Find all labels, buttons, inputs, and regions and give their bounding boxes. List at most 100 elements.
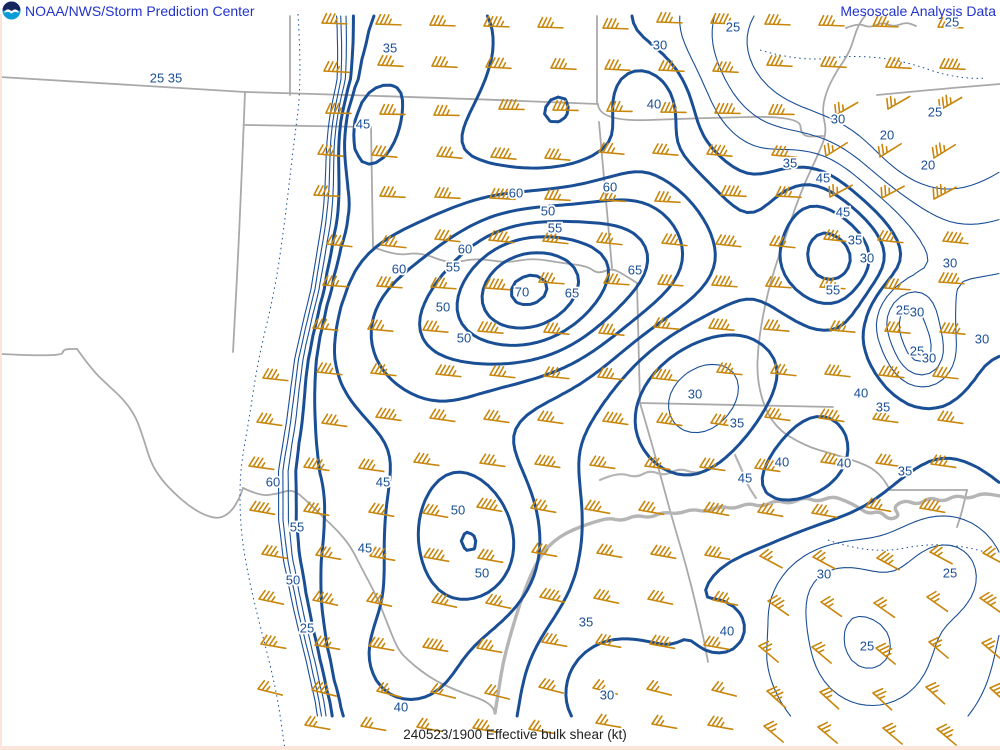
contour-label: 25 xyxy=(896,303,910,318)
wind-barb-icon xyxy=(550,57,577,71)
contour-label: 45 xyxy=(376,475,390,490)
wind-barb-icon xyxy=(249,500,276,516)
contour-label: 40 xyxy=(837,456,851,471)
contour-label: 55 xyxy=(826,283,840,298)
contour-label: 25 xyxy=(726,20,740,35)
wind-barb-icon xyxy=(485,56,512,70)
wind-barb-icon xyxy=(884,278,911,291)
wind-barb-icon xyxy=(646,679,673,696)
wind-barb-icon xyxy=(653,317,680,330)
wind-barb-icon xyxy=(759,548,783,569)
wind-barb-icon xyxy=(584,499,611,515)
wind-barb-icon xyxy=(661,233,688,247)
contour-label: 30 xyxy=(910,305,924,320)
contour-label: 35 xyxy=(876,400,890,415)
contour-label: 35 xyxy=(898,464,912,479)
contour-label: 35 xyxy=(848,233,862,248)
contour-label: 50 xyxy=(457,331,471,346)
wind-barb-icon xyxy=(820,452,847,467)
wind-barb-icon xyxy=(769,235,796,249)
wind-barb-icon xyxy=(703,635,730,651)
wind-barb-icon xyxy=(256,412,283,427)
wind-barb-icon xyxy=(649,634,676,650)
wind-barb-icon xyxy=(434,229,461,243)
wind-barb-icon xyxy=(708,318,735,331)
wind-barb-icon xyxy=(766,54,793,68)
wind-barb-icon xyxy=(531,542,558,558)
wind-barb-icon xyxy=(652,143,679,156)
wind-barb-icon xyxy=(716,362,743,376)
wind-barb-icon xyxy=(710,413,737,428)
contour-label: 30 xyxy=(831,112,845,127)
wind-barb-icon xyxy=(429,14,456,27)
wind-barb-icon xyxy=(435,364,462,378)
contour-label: 30 xyxy=(688,387,702,402)
contour-label: 35 xyxy=(383,41,397,56)
wind-barb-icon xyxy=(317,144,344,157)
wind-barb-icon xyxy=(597,367,624,381)
wind-barb-icon xyxy=(431,55,458,69)
contour-label: 60 xyxy=(509,186,523,201)
wind-barb-icon xyxy=(543,322,570,335)
contour-label: 25 xyxy=(945,15,959,30)
wind-barb-icon xyxy=(942,231,969,245)
contour-label: 40 xyxy=(647,97,661,112)
wind-barb-icon xyxy=(707,715,734,731)
wind-barb-icon xyxy=(775,185,802,199)
wind-barb-icon xyxy=(704,545,731,561)
wind-barb-icon xyxy=(315,545,342,561)
wind-barb-icon xyxy=(660,101,687,114)
wind-barb-icon xyxy=(483,409,510,424)
contour-label: 65 xyxy=(565,286,579,301)
wind-barb-icon xyxy=(981,637,1000,660)
wind-barb-icon xyxy=(537,410,564,425)
wind-barb-icon xyxy=(754,458,781,473)
wind-barb-icon xyxy=(932,183,957,200)
contour-label: 65 xyxy=(628,263,642,278)
wind-barb-icon xyxy=(931,142,957,159)
contour-label: 60 xyxy=(458,242,472,257)
wind-barb-icon xyxy=(541,632,568,648)
contour-label: 25 xyxy=(943,566,957,581)
contour-label: 40 xyxy=(854,386,868,401)
wind-barb-icon xyxy=(262,368,289,382)
wind-barb-icon xyxy=(376,681,403,698)
wind-barb-icon xyxy=(477,548,504,564)
wind-barb-icon xyxy=(539,587,566,603)
wind-barb-icon xyxy=(812,549,836,570)
wind-barb-icon xyxy=(476,497,503,513)
contour-label: 30 xyxy=(817,567,831,582)
wind-barb-icon xyxy=(476,638,503,654)
wind-barb-icon xyxy=(714,102,741,115)
wind-barb-icon xyxy=(885,56,912,70)
wind-barb-icon xyxy=(763,319,790,332)
contour-label: 25 xyxy=(910,344,924,359)
contour-label: 45 xyxy=(738,471,752,486)
contour-label: 50 xyxy=(475,566,489,581)
wind-barb-icon xyxy=(656,412,683,427)
wind-barb-icon xyxy=(711,275,738,288)
wind-barb-icon xyxy=(596,232,623,246)
contour-label: 55 xyxy=(290,520,304,535)
contour-label: 45 xyxy=(358,541,372,556)
wind-barb-icon xyxy=(828,183,853,198)
wind-barb-icon xyxy=(872,687,893,711)
wind-barb-icon xyxy=(930,454,957,469)
wind-barb-icon xyxy=(422,320,449,333)
wind-barb-icon xyxy=(375,13,402,26)
contour-label: 35 xyxy=(783,156,797,171)
wind-barb-icon xyxy=(602,17,629,30)
wind-barb-icon xyxy=(380,235,407,249)
wind-barb-icon xyxy=(489,365,516,379)
wind-barb-icon xyxy=(875,453,902,468)
wind-barb-icon xyxy=(818,408,845,423)
wind-barb-icon xyxy=(593,588,620,604)
wind-barb-icon xyxy=(358,458,385,473)
wind-barb-icon xyxy=(712,590,739,606)
wind-barb-icon xyxy=(820,595,843,618)
wind-barb-icon xyxy=(322,275,349,288)
wind-barb-icon xyxy=(886,95,911,110)
wind-barb-icon xyxy=(314,635,341,651)
wind-barb-icon xyxy=(360,716,387,732)
